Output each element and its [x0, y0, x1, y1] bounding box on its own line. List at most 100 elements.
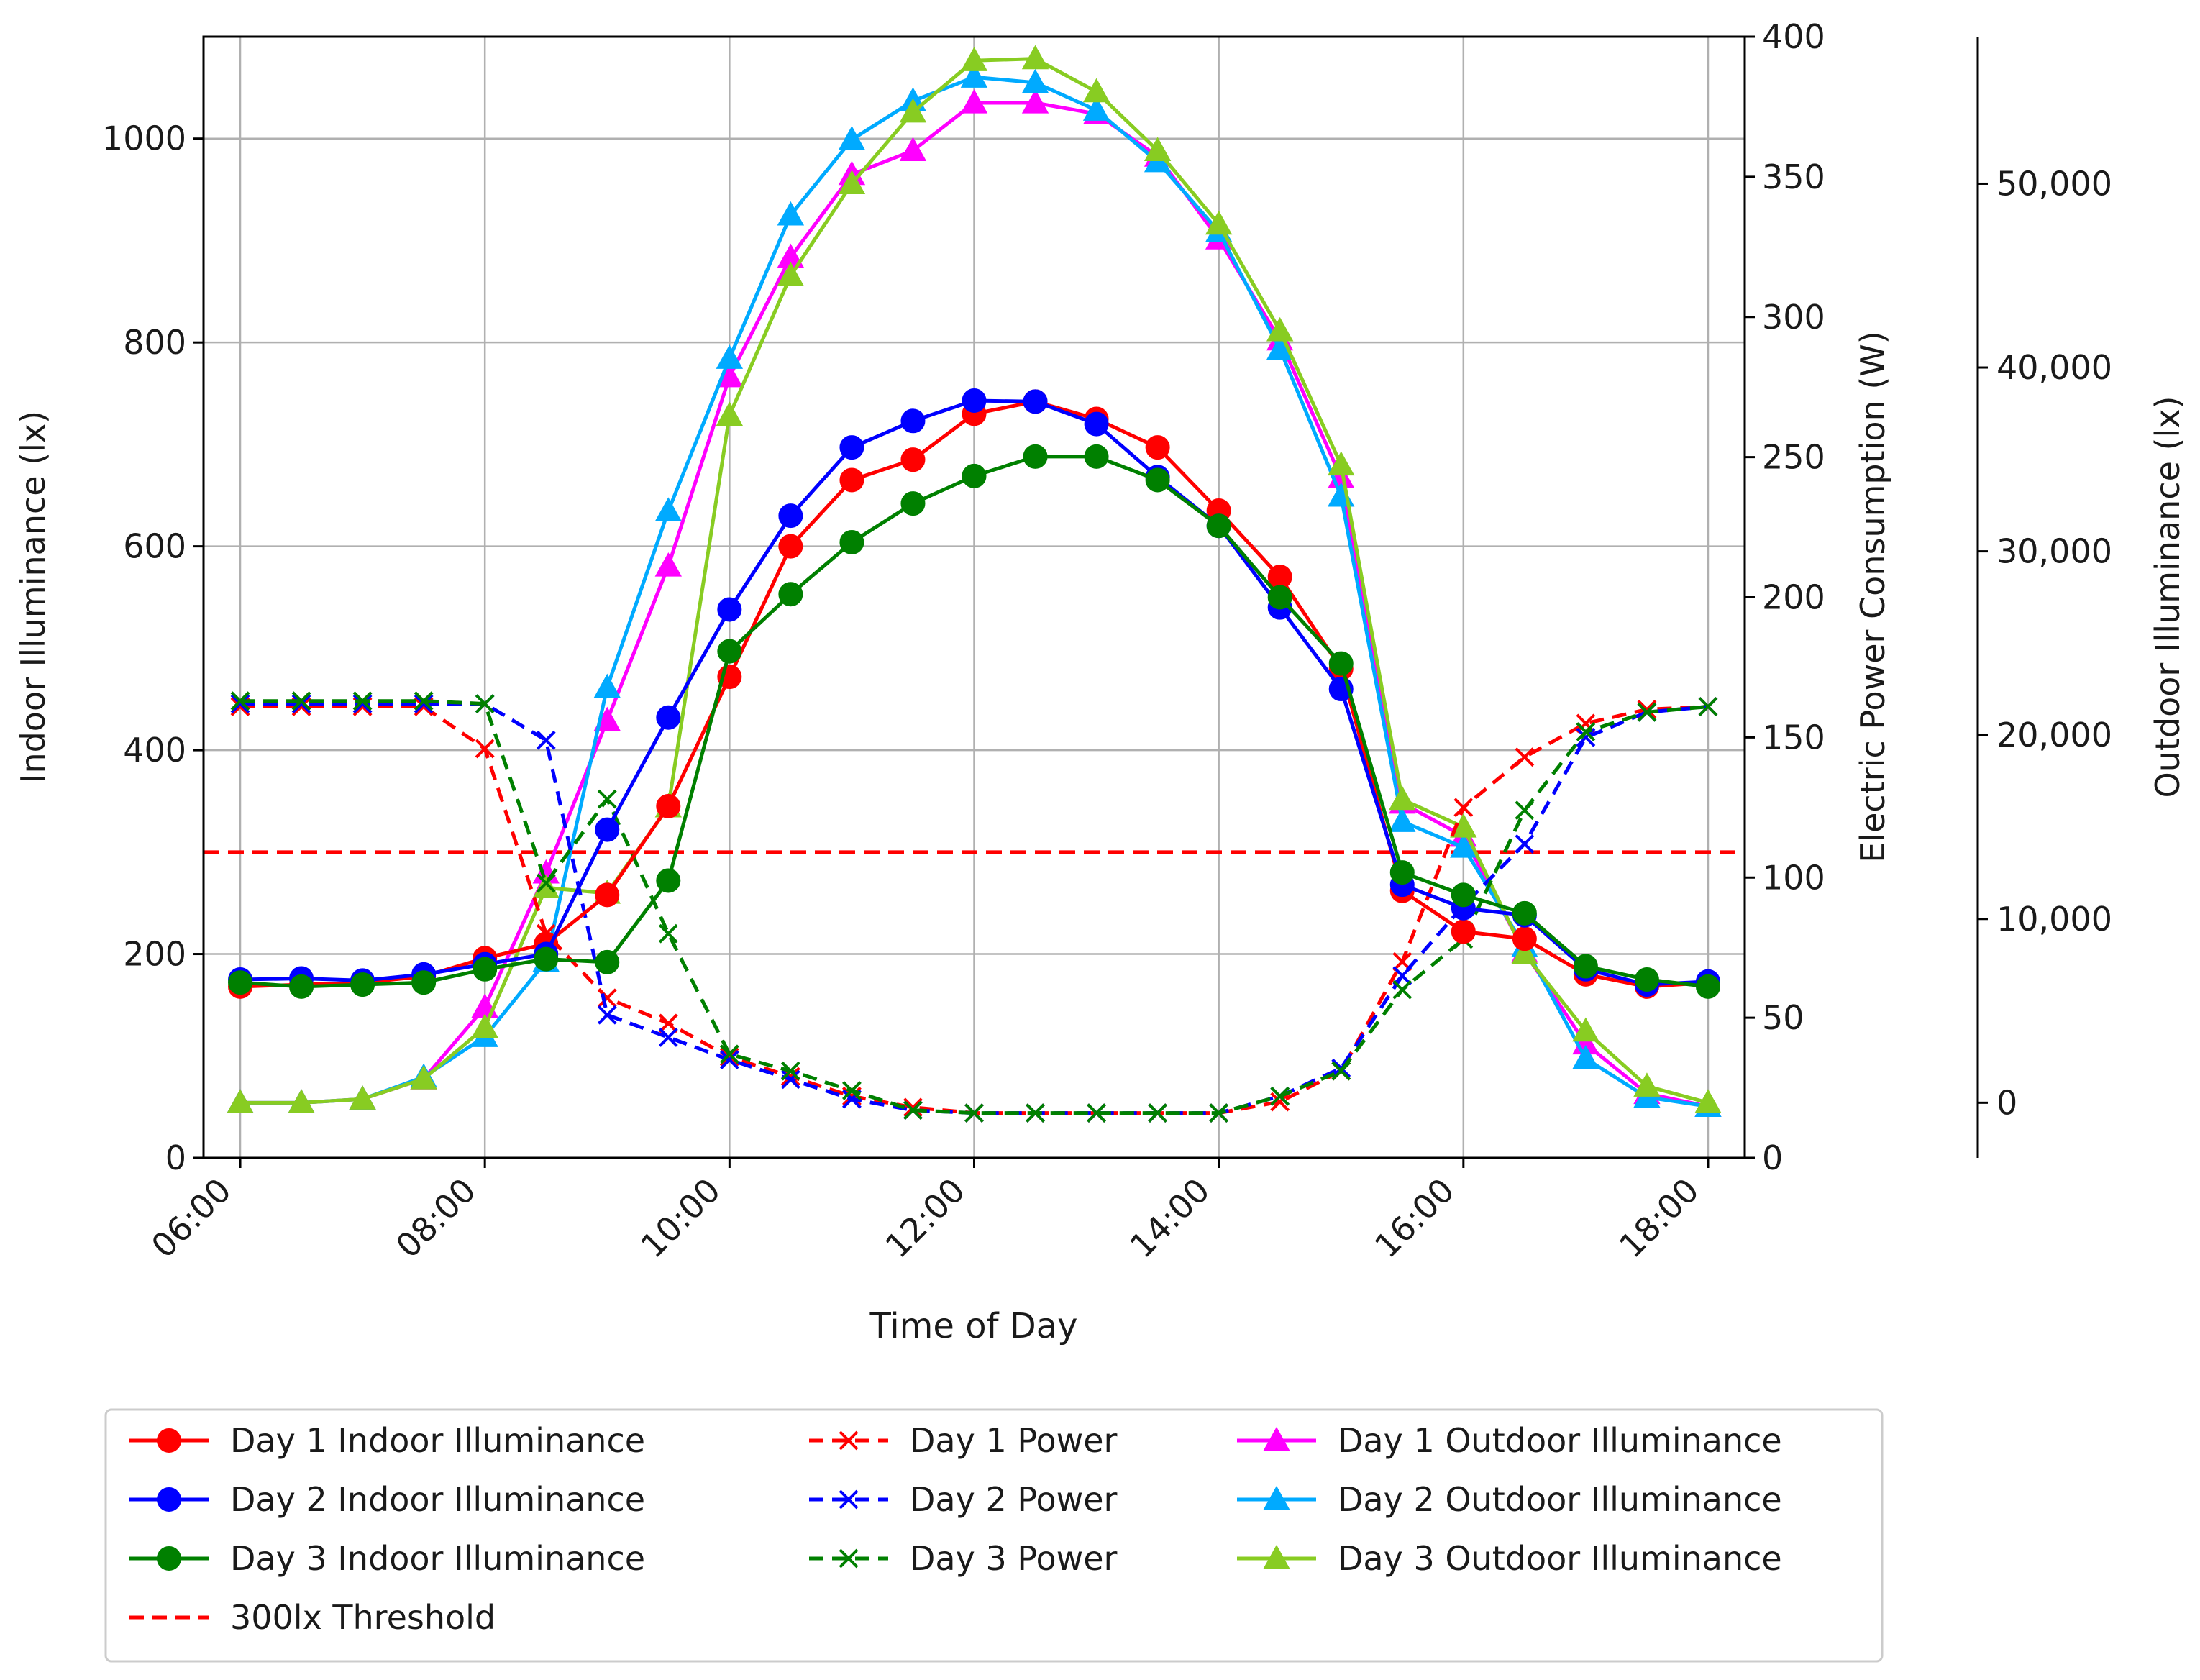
data-point — [1270, 1092, 1290, 1112]
y2-tick-label: 150 — [1762, 718, 1825, 757]
data-point — [414, 694, 434, 714]
data-point — [780, 1069, 800, 1090]
data-point — [1637, 702, 1657, 722]
data-point — [903, 1100, 923, 1120]
legend-item: Day 3 Outdoor Illuminance — [1237, 1539, 1782, 1578]
legend-marker — [839, 1548, 859, 1569]
y-tick-label: 600 — [123, 527, 186, 566]
legend-item: Day 3 Power — [809, 1539, 1118, 1578]
data-point — [1572, 1017, 1599, 1042]
data-point — [349, 1085, 376, 1110]
legend-label: Day 3 Outdoor Illuminance — [1338, 1539, 1782, 1578]
data-point — [1694, 1089, 1722, 1113]
legend-marker — [157, 1487, 181, 1512]
x-tick-label: 08:00 — [388, 1171, 483, 1266]
legend-label: Day 3 Indoor Illuminance — [230, 1539, 645, 1578]
data-point — [1515, 834, 1535, 854]
y3-axis-label: Outdoor Illuminance (lx) — [2148, 396, 2187, 798]
data-point — [719, 1047, 739, 1067]
y2-tick-label: 350 — [1762, 158, 1825, 196]
data-point — [1572, 1044, 1599, 1069]
y-tick-label: 0 — [165, 1138, 186, 1177]
data-point — [595, 882, 620, 908]
data-point — [595, 949, 620, 974]
series-day-3-indoor-illuminance — [228, 444, 1720, 999]
data-point — [291, 691, 311, 711]
y2-tick-label: 50 — [1762, 998, 1804, 1037]
data-point — [1453, 798, 1474, 818]
data-point — [656, 794, 681, 819]
legend-label: Day 2 Indoor Illuminance — [230, 1480, 645, 1519]
data-point — [1328, 451, 1355, 476]
data-point — [842, 1081, 862, 1100]
x-axis: 06:00 08:00 10:00 12:00 14:00 16:00 18:00 — [144, 1158, 1710, 1266]
data-point — [1209, 1103, 1229, 1123]
y-axis-power: 0 50 100 150 200 250 300 350 400 — [1745, 17, 1825, 1177]
legend-label: 300lx Threshold — [230, 1598, 496, 1637]
x-tick-label: 06:00 — [144, 1171, 239, 1266]
legend-item: Day 2 Power — [809, 1480, 1118, 1519]
legend-item: Day 2 Outdoor Illuminance — [1237, 1480, 1782, 1519]
y2-tick-label: 300 — [1762, 298, 1825, 337]
data-point — [536, 873, 556, 893]
data-point — [1515, 800, 1535, 821]
data-point — [410, 1065, 437, 1090]
data-point — [777, 262, 805, 286]
legend-item: Day 1 Outdoor Illuminance — [1237, 1421, 1782, 1460]
data-point — [1084, 411, 1109, 437]
data-point — [1144, 137, 1172, 162]
data-point — [1512, 900, 1537, 926]
legend-label: Day 2 Outdoor Illuminance — [1338, 1480, 1782, 1519]
data-point — [839, 529, 864, 554]
data-point — [475, 739, 495, 759]
data-point — [414, 691, 434, 711]
x-tick-label: 12:00 — [877, 1171, 972, 1266]
y-tick-label: 800 — [123, 323, 186, 362]
legend-label: Day 2 Power — [910, 1480, 1118, 1519]
data-point — [1634, 967, 1659, 992]
legend-marker — [839, 1489, 859, 1510]
x-axis-label: Time of Day — [869, 1306, 1077, 1346]
y2-tick-label: 250 — [1762, 438, 1825, 477]
data-point — [593, 673, 621, 698]
legend-label: Day 1 Power — [910, 1421, 1118, 1460]
data-point — [475, 694, 495, 714]
legend-item: Day 3 Indoor Illuminance — [129, 1539, 645, 1578]
data-point — [1511, 940, 1538, 964]
data-point — [1515, 747, 1535, 767]
legend-label: Day 1 Indoor Illuminance — [230, 1421, 645, 1460]
data-point — [717, 639, 742, 664]
data-point — [1148, 1103, 1168, 1123]
grid-layer — [204, 37, 1745, 1159]
data-point — [1389, 860, 1415, 885]
data-point — [289, 974, 314, 999]
data-point — [1573, 954, 1598, 979]
data-point — [288, 1089, 315, 1113]
y3-tick-label: 10,000 — [1996, 900, 2112, 939]
data-point — [536, 730, 556, 750]
data-point — [411, 970, 437, 995]
y2-tick-label: 100 — [1762, 858, 1825, 897]
data-point — [1023, 389, 1048, 414]
data-point — [228, 970, 253, 995]
legend-marker — [1263, 1485, 1290, 1510]
legend-frame — [104, 1408, 1884, 1663]
data-point — [1389, 785, 1416, 811]
data-point — [899, 137, 927, 162]
data-point — [1205, 210, 1233, 235]
x-tick-label: 10:00 — [633, 1171, 728, 1266]
data-point — [1451, 919, 1476, 944]
data-point — [1576, 722, 1596, 741]
data-point — [595, 817, 620, 842]
data-point — [716, 344, 744, 369]
data-point — [471, 1013, 498, 1038]
data-point — [1331, 1061, 1351, 1081]
data-point — [473, 957, 498, 982]
data-point — [716, 401, 744, 426]
x-tick-label: 16:00 — [1367, 1171, 1462, 1266]
data-point — [1328, 651, 1354, 676]
data-point — [1021, 45, 1049, 70]
data-point — [291, 694, 311, 714]
data-point — [350, 972, 375, 998]
data-point — [903, 1097, 923, 1118]
